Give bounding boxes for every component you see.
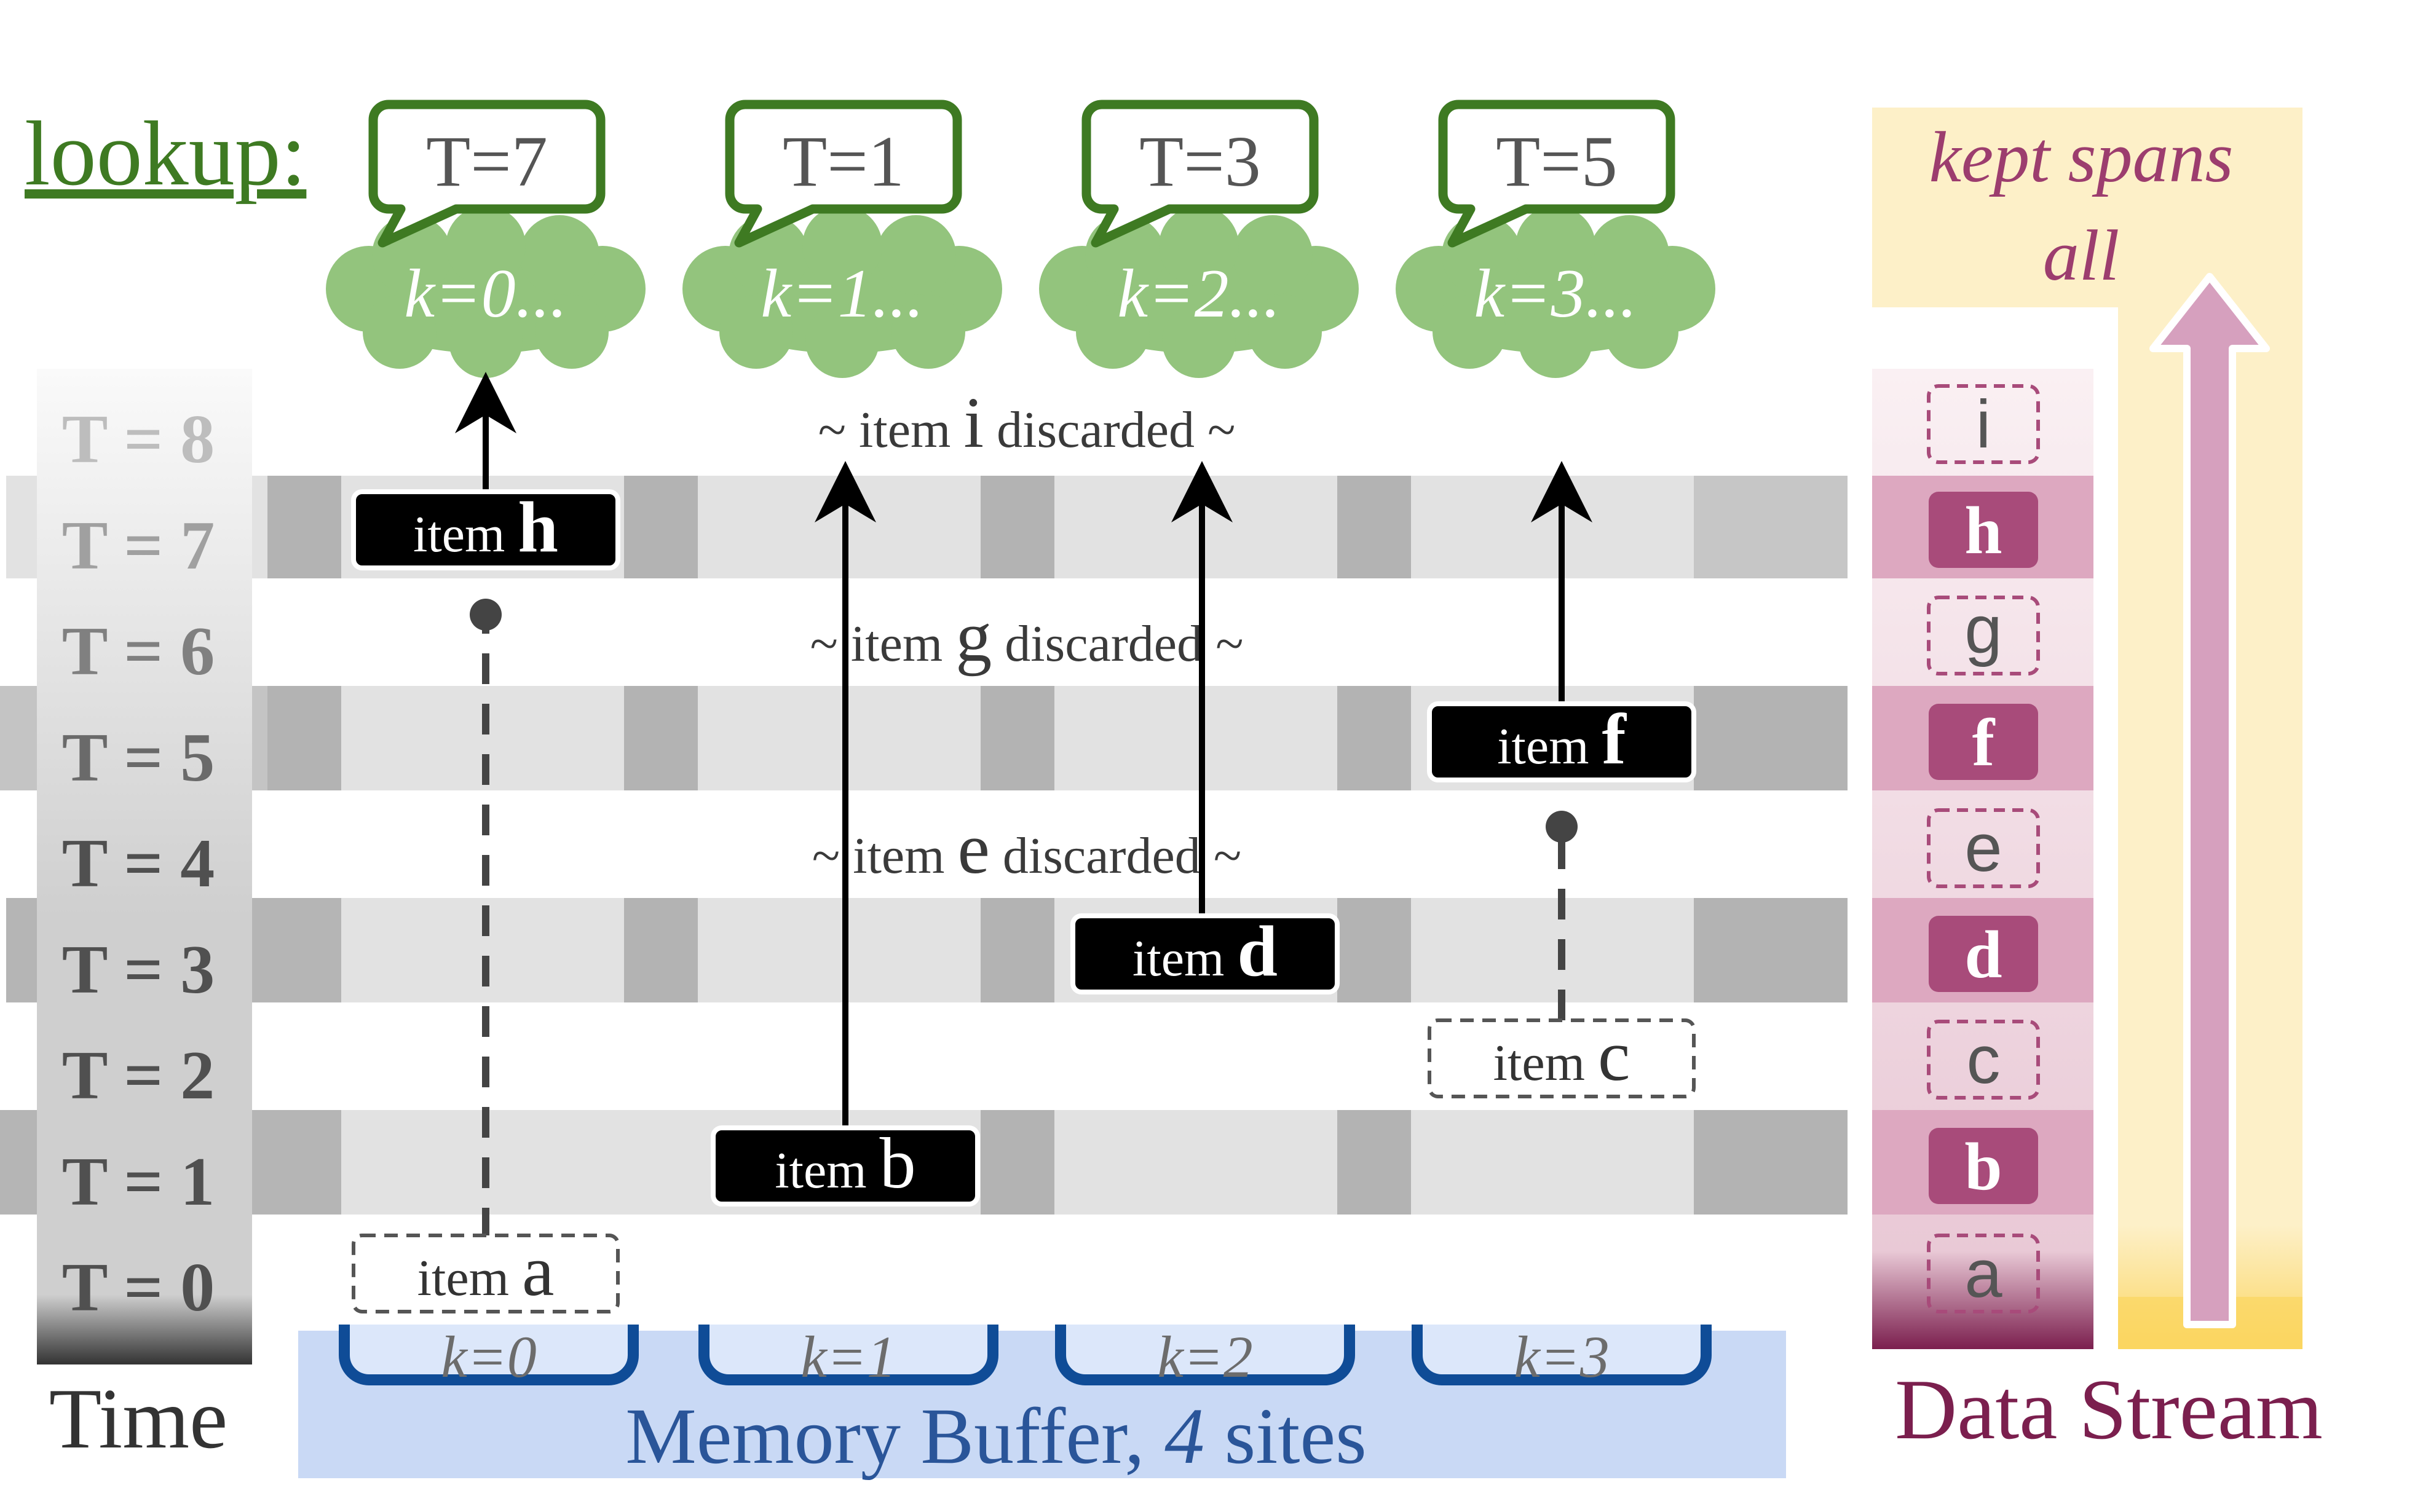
kept-spans-line1: kept spans xyxy=(1929,117,2234,197)
stream-box-h xyxy=(1929,492,2038,568)
discarded-e: ~ item e discarded ~ xyxy=(812,808,1241,889)
svg-text:item d: item d xyxy=(1132,911,1278,991)
query-t-1: T=1 xyxy=(783,121,904,202)
stream-letter-g: g xyxy=(1964,592,2002,667)
stream-box-a xyxy=(1927,1234,2040,1313)
lineage-k0-dot xyxy=(470,599,502,631)
stream-letter-e: e xyxy=(1964,810,2002,886)
time-axis-title: Time xyxy=(49,1371,228,1467)
stream-box-f xyxy=(1929,704,2038,780)
query-clouds xyxy=(326,206,1715,378)
query-k-0: k=0... xyxy=(404,256,567,332)
lineage-lines xyxy=(455,372,1592,1238)
lineage-k3-dot xyxy=(1546,811,1578,843)
stream-box-d xyxy=(1929,916,2038,992)
time-label-2: T = 2 xyxy=(62,1038,215,1114)
site-label-1: k=1 xyxy=(800,1324,896,1390)
query-cloud-3 xyxy=(1396,206,1715,378)
site-slot-2 xyxy=(1055,1325,1355,1385)
time-label-4: T = 4 xyxy=(62,825,215,902)
site-slot-3 xyxy=(1412,1325,1712,1385)
query-cloud-0 xyxy=(326,206,646,378)
query-t-2: T=3 xyxy=(1139,121,1261,202)
data-stream: a b c d e f g h i Data Stream xyxy=(1872,369,2323,1457)
query-k-1: k=1... xyxy=(761,256,923,332)
query-bubble-2 xyxy=(1081,100,1319,248)
query-cloud-2 xyxy=(1039,206,1359,378)
stream-box-c xyxy=(1927,1020,2040,1100)
svg-text:item h: item h xyxy=(413,487,558,567)
discarded-g: ~ item g discarded ~ xyxy=(810,596,1243,677)
time-label-6: T = 6 xyxy=(62,613,215,690)
stream-letter-c: c xyxy=(1967,1022,2001,1098)
time-label-8: T = 8 xyxy=(62,401,215,478)
time-axis-bar xyxy=(37,369,252,1364)
time-axis: T = 0 T = 1 T = 2 T = 3 T = 4 T = 5 T = … xyxy=(37,369,252,1467)
item-h: item h xyxy=(351,487,620,570)
time-label-3: T = 3 xyxy=(62,932,215,1008)
time-label-0: T = 0 xyxy=(62,1250,215,1326)
kept-spans-line2: all xyxy=(2043,215,2120,296)
kept-spans-panel: kept spans all xyxy=(1872,108,2302,1349)
site-slot-1 xyxy=(698,1325,998,1385)
site-label-3: k=3 xyxy=(1514,1324,1609,1390)
site-label-2: k=2 xyxy=(1157,1324,1252,1390)
memory-buffer: k=0 k=1 k=2 k=3 Memory Buffer, 4 sites xyxy=(298,1324,1786,1481)
stream-letter-a: a xyxy=(1964,1236,2002,1312)
site-slot-0 xyxy=(339,1325,639,1385)
svg-text:item c: item c xyxy=(1493,1015,1630,1096)
stream-box-i xyxy=(1927,384,2040,464)
query-k-2: k=2... xyxy=(1117,256,1280,332)
time-label-1: T = 1 xyxy=(62,1144,215,1220)
kept-spans-arrow xyxy=(2149,273,2270,1328)
stream-letter-i: i xyxy=(1976,387,1991,462)
query-bubble-1 xyxy=(725,100,962,248)
stream-box-b xyxy=(1929,1128,2038,1204)
stream-box-e xyxy=(1927,808,2040,888)
data-stream-title: Data Stream xyxy=(1895,1362,2323,1457)
query-bubble-3 xyxy=(1438,100,1675,248)
stream-letter-b: b xyxy=(1964,1129,2002,1204)
stream-letter-h: h xyxy=(1964,493,2002,568)
query-k-3: k=3... xyxy=(1474,256,1637,332)
query-t-3: T=5 xyxy=(1496,121,1618,202)
site-label-0: k=0 xyxy=(441,1324,536,1390)
svg-text:item b: item b xyxy=(775,1123,915,1203)
item-c: item c xyxy=(1428,1015,1696,1098)
memory-buffer-title: Memory Buffer, 4 sites xyxy=(625,1392,1367,1481)
lookup-title: lookup: xyxy=(25,103,306,205)
svg-text:item a: item a xyxy=(417,1230,555,1311)
item-b: item b xyxy=(711,1123,980,1207)
item-a: item a xyxy=(352,1230,620,1313)
stream-letter-f: f xyxy=(1972,705,1996,780)
query-bubble-0 xyxy=(368,100,606,248)
query-cloud-1 xyxy=(682,206,1002,378)
item-f: item f xyxy=(1427,699,1696,782)
discarded-i: ~ item i discarded ~ xyxy=(818,382,1236,463)
time-label-7: T = 7 xyxy=(62,508,215,584)
query-t-0: T=7 xyxy=(426,121,548,202)
stream-letter-d: d xyxy=(1964,917,2002,992)
svg-text:item f: item f xyxy=(1497,699,1627,779)
item-d: item d xyxy=(1070,911,1340,994)
stream-box-g xyxy=(1927,596,2040,675)
time-label-5: T = 5 xyxy=(62,720,215,796)
